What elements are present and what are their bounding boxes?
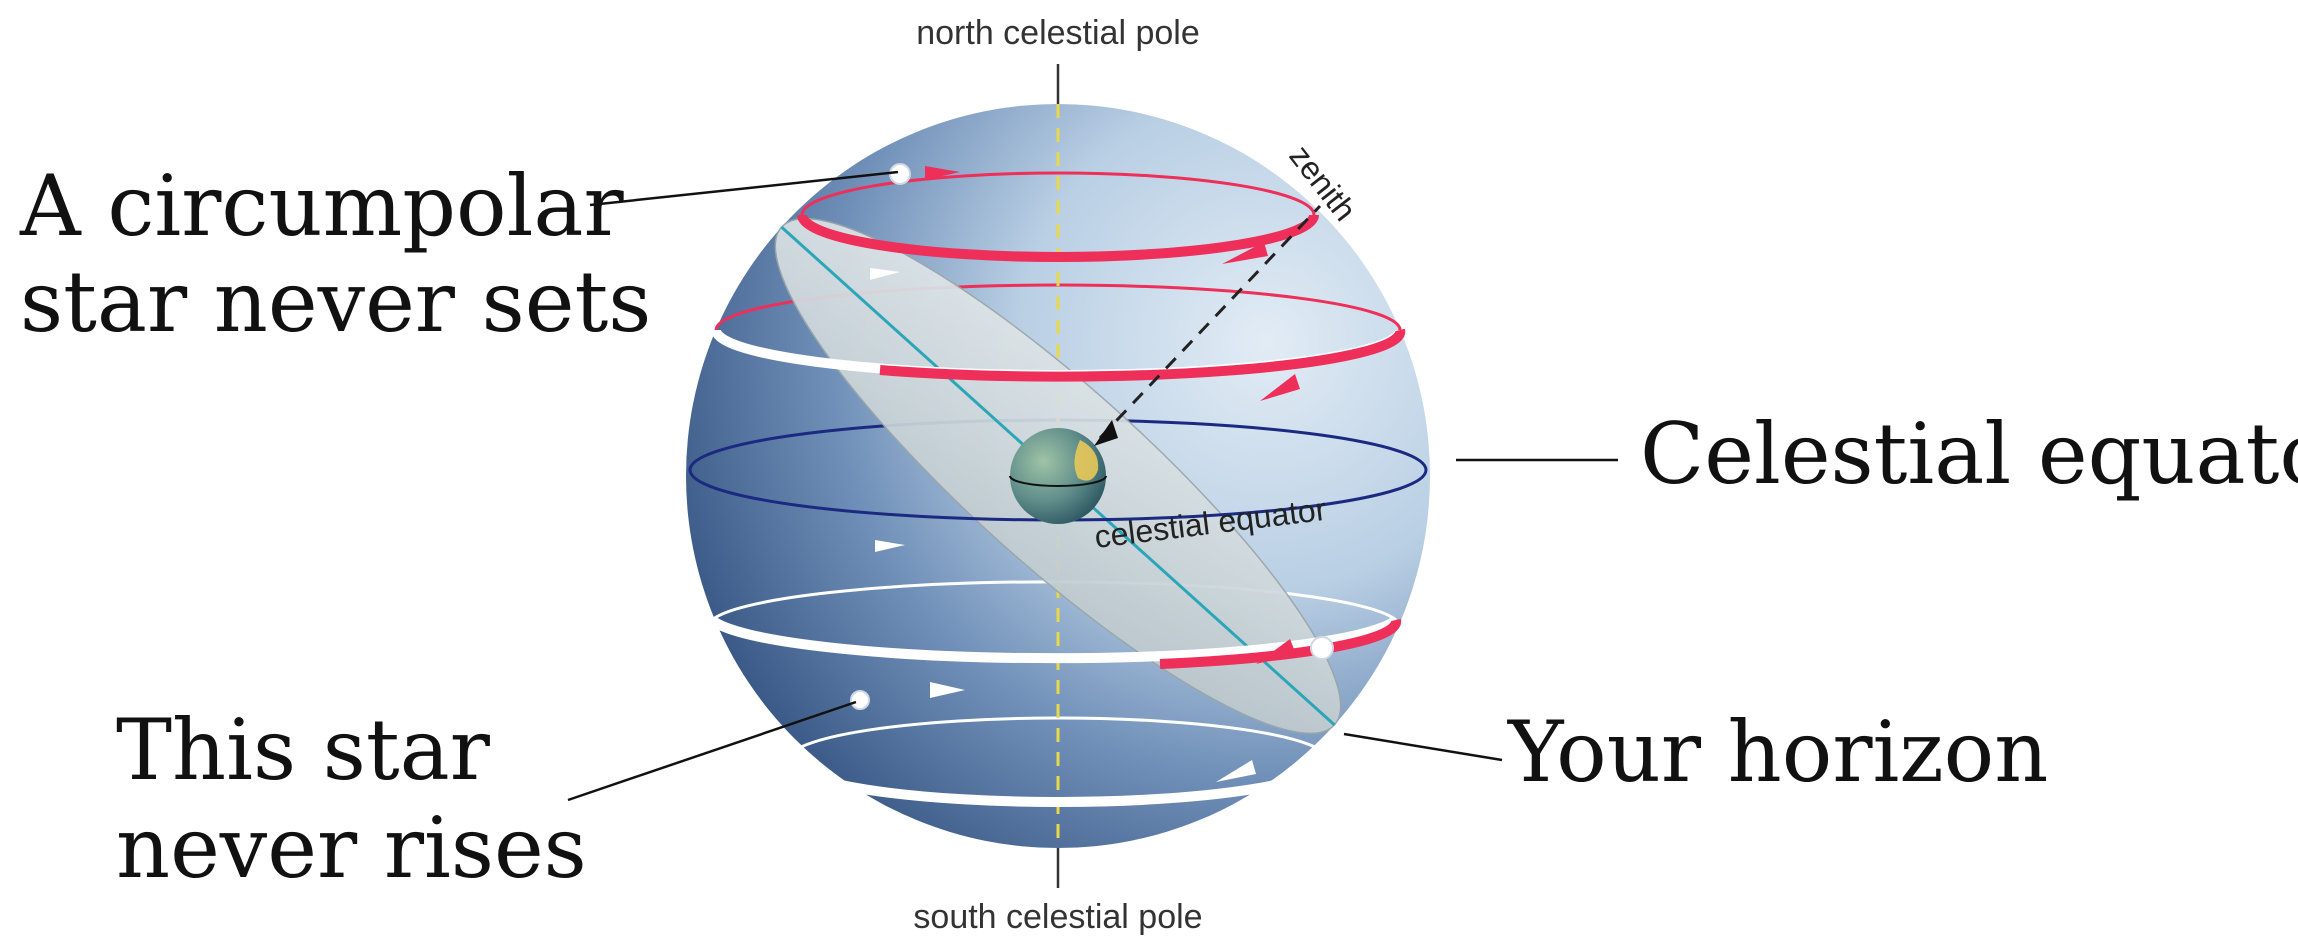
earth-equator (1009, 475, 1107, 487)
circumpolar-callout-line2: star never sets (20, 253, 652, 351)
zenith-line (1098, 204, 1322, 440)
never-rises-leader (567, 700, 857, 802)
never-rises-callout-line1: This star (116, 701, 490, 799)
horizon-leader (1343, 732, 1503, 762)
your-horizon-callout: Your horizon (1508, 703, 2049, 801)
never-rises-callout-line2: never rises (116, 799, 587, 897)
south-pole-label: south celestial pole (913, 898, 1202, 936)
horizon-star (1310, 636, 1334, 660)
north-pole-label: north celestial pole (916, 14, 1200, 52)
earth-landmass (1074, 440, 1099, 481)
circumpolar-leader (589, 170, 899, 207)
circumpolar-callout-line1: A circumpolar (20, 157, 624, 255)
never-rises-star (850, 690, 870, 710)
circumpolar-star (889, 163, 911, 185)
zenith-arrow (1094, 420, 1118, 446)
celestial-equator-callout: Celestial equator (1640, 405, 2298, 503)
